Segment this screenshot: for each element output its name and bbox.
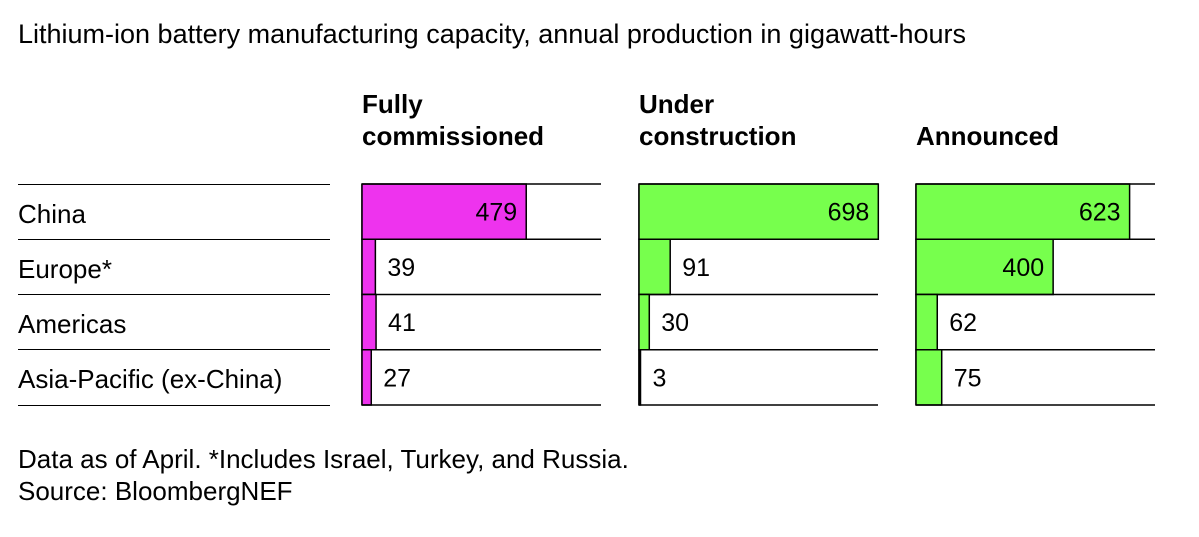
bar-americas xyxy=(638,293,651,351)
data-label: 27 xyxy=(383,364,411,392)
column-header-under-construction: Under construction xyxy=(639,89,797,151)
row-divider xyxy=(18,184,330,185)
bar-china xyxy=(361,183,527,240)
data-label: 41 xyxy=(388,309,416,337)
bar-asia-pacific-ex-china xyxy=(638,349,642,406)
panel-fully-commissioned: 479 39 41 27 xyxy=(361,183,601,406)
bar-europe xyxy=(361,238,377,296)
row-divider xyxy=(18,239,330,240)
row-label-europe: Europe* xyxy=(18,254,112,284)
data-label: 75 xyxy=(954,364,982,392)
bar-americas xyxy=(915,293,939,351)
footnote-note: Data as of April. *Includes Israel, Turk… xyxy=(18,444,629,474)
footnote: Data as of April. *Includes Israel, Turk… xyxy=(18,443,629,507)
row-label-asia-pacific: Asia-Pacific (ex-China) xyxy=(18,364,283,394)
column-header-fully-commissioned: Fully commissioned xyxy=(362,89,545,151)
row-divider xyxy=(18,405,330,406)
bar-china xyxy=(915,183,1131,240)
footnote-source: Source: BloombergNEF xyxy=(18,476,293,506)
data-label: 91 xyxy=(682,254,710,282)
data-label: 62 xyxy=(949,309,977,337)
data-label: 39 xyxy=(387,254,415,282)
data-label: 400 xyxy=(1002,254,1044,282)
data-label: 30 xyxy=(661,309,689,337)
bar-europe xyxy=(638,238,671,296)
bar-asia-pacific-ex-china xyxy=(915,349,943,406)
data-label: 623 xyxy=(1079,199,1121,227)
bar-americas xyxy=(361,293,377,351)
panel-under-construction: 698 91 30 3 xyxy=(638,183,880,406)
panel-announced: 623 400 62 75 xyxy=(915,183,1155,406)
chart-title: Lithium-ion battery manufacturing capaci… xyxy=(18,19,967,49)
row-label-china: China xyxy=(18,199,86,229)
data-label: 698 xyxy=(828,199,870,227)
row-divider xyxy=(18,294,330,295)
row-divider xyxy=(18,349,330,350)
data-label: 3 xyxy=(653,364,667,392)
column-header-announced: Announced xyxy=(916,121,1059,151)
bar-asia-pacific-ex-china xyxy=(361,349,373,406)
data-label: 479 xyxy=(476,199,518,227)
row-label-americas: Americas xyxy=(18,309,127,339)
